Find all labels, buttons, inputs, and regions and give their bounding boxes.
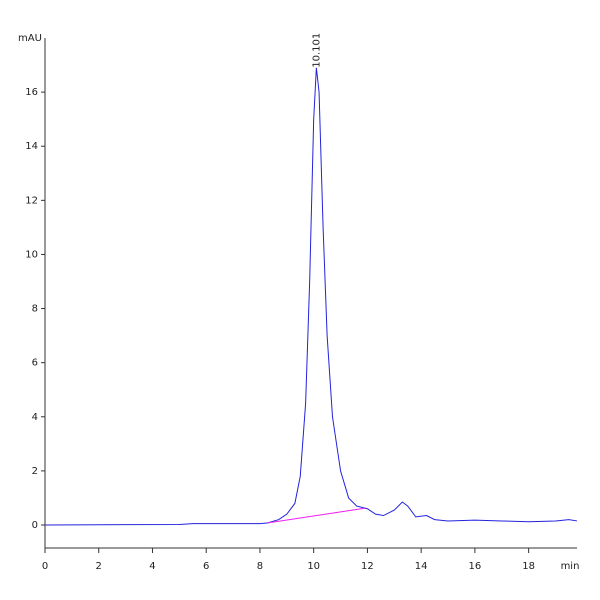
x-tick-label: 10 (307, 561, 320, 572)
y-tick-label: 14 (25, 141, 38, 152)
line (44, 67, 578, 526)
peak-label: 10.101 (311, 33, 322, 68)
x-tick-label: 4 (149, 561, 155, 572)
y-tick-label: 0 (32, 520, 38, 531)
y-tick-label: 2 (32, 466, 38, 477)
y-tick-label: 12 (25, 195, 38, 206)
x-tick-label: 6 (203, 561, 209, 572)
x-tick-label: 14 (415, 561, 428, 572)
y-tick-label: 10 (25, 249, 38, 260)
x-tick-label: 0 (42, 561, 48, 572)
y-tick-label: 16 (25, 87, 38, 98)
line (267, 507, 365, 524)
x-axis-label: min (561, 561, 580, 572)
x-tick-label: 18 (522, 561, 535, 572)
x-tick-label: 12 (361, 561, 374, 572)
x-tick-label: 16 (469, 561, 482, 572)
y-tick-label: 6 (32, 358, 38, 369)
y-tick-label: 8 (32, 304, 38, 315)
x-tick-label: 8 (257, 561, 263, 572)
y-axis-label: mAU (18, 33, 42, 44)
x-tick-label: 2 (96, 561, 102, 572)
y-tick-label: 4 (32, 412, 38, 423)
